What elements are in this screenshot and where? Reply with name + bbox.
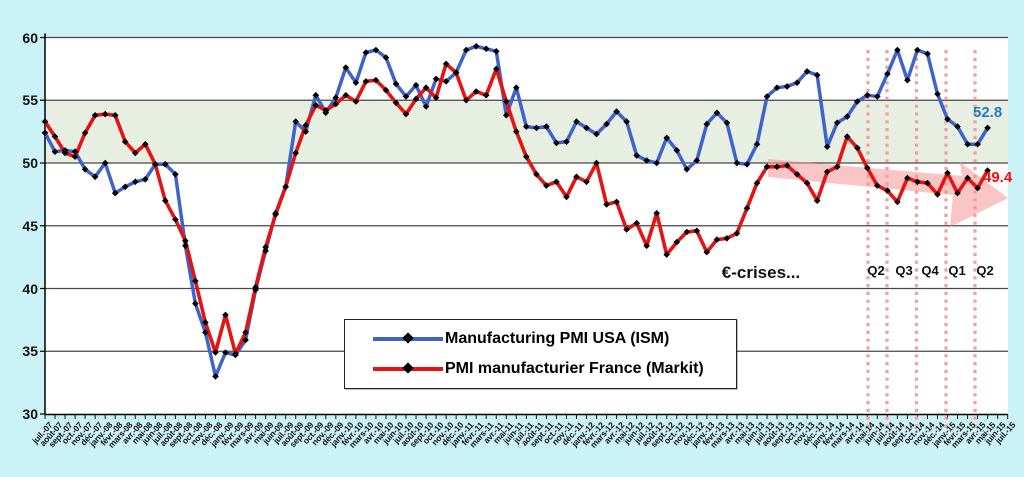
legend-item-usa: Manufacturing PMI USA (ISM): [373, 327, 736, 351]
euro-crises-annotation: €-crises...: [721, 263, 801, 282]
quarter-label-q1: Q1: [948, 263, 966, 278]
y-tick-label: 50: [22, 155, 38, 171]
legend-label-france: PMI manufacturier France (Markit): [445, 360, 704, 377]
legend-item-france: PMI manufacturier France (Markit): [373, 357, 736, 381]
france-last-value-label: 49.4: [983, 169, 1013, 186]
legend-label-usa: Manufacturing PMI USA (ISM): [445, 330, 670, 347]
y-tick-label: 30: [22, 406, 38, 422]
y-tick-label: 55: [22, 92, 38, 109]
usa-line-sample-icon: [373, 332, 443, 344]
quarter-label-q3: Q3: [895, 263, 913, 278]
y-tick-label: 60: [22, 29, 38, 46]
quarter-label-q2: Q2: [867, 263, 885, 278]
usa-last-value-label: 52.8: [973, 104, 1003, 121]
y-tick-label: 40: [22, 280, 38, 297]
quarter-label-q2: Q2: [976, 263, 994, 278]
legend: Manufacturing PMI USA (ISM) PMI manufact…: [344, 319, 737, 389]
quarter-label-q4: Q4: [921, 263, 939, 278]
diamond-marker-icon: [402, 332, 414, 344]
diamond-marker-icon: [402, 362, 414, 374]
y-tick-label: 45: [22, 217, 38, 234]
y-tick-label: 35: [22, 343, 38, 360]
france-line-sample-icon: [373, 362, 443, 374]
